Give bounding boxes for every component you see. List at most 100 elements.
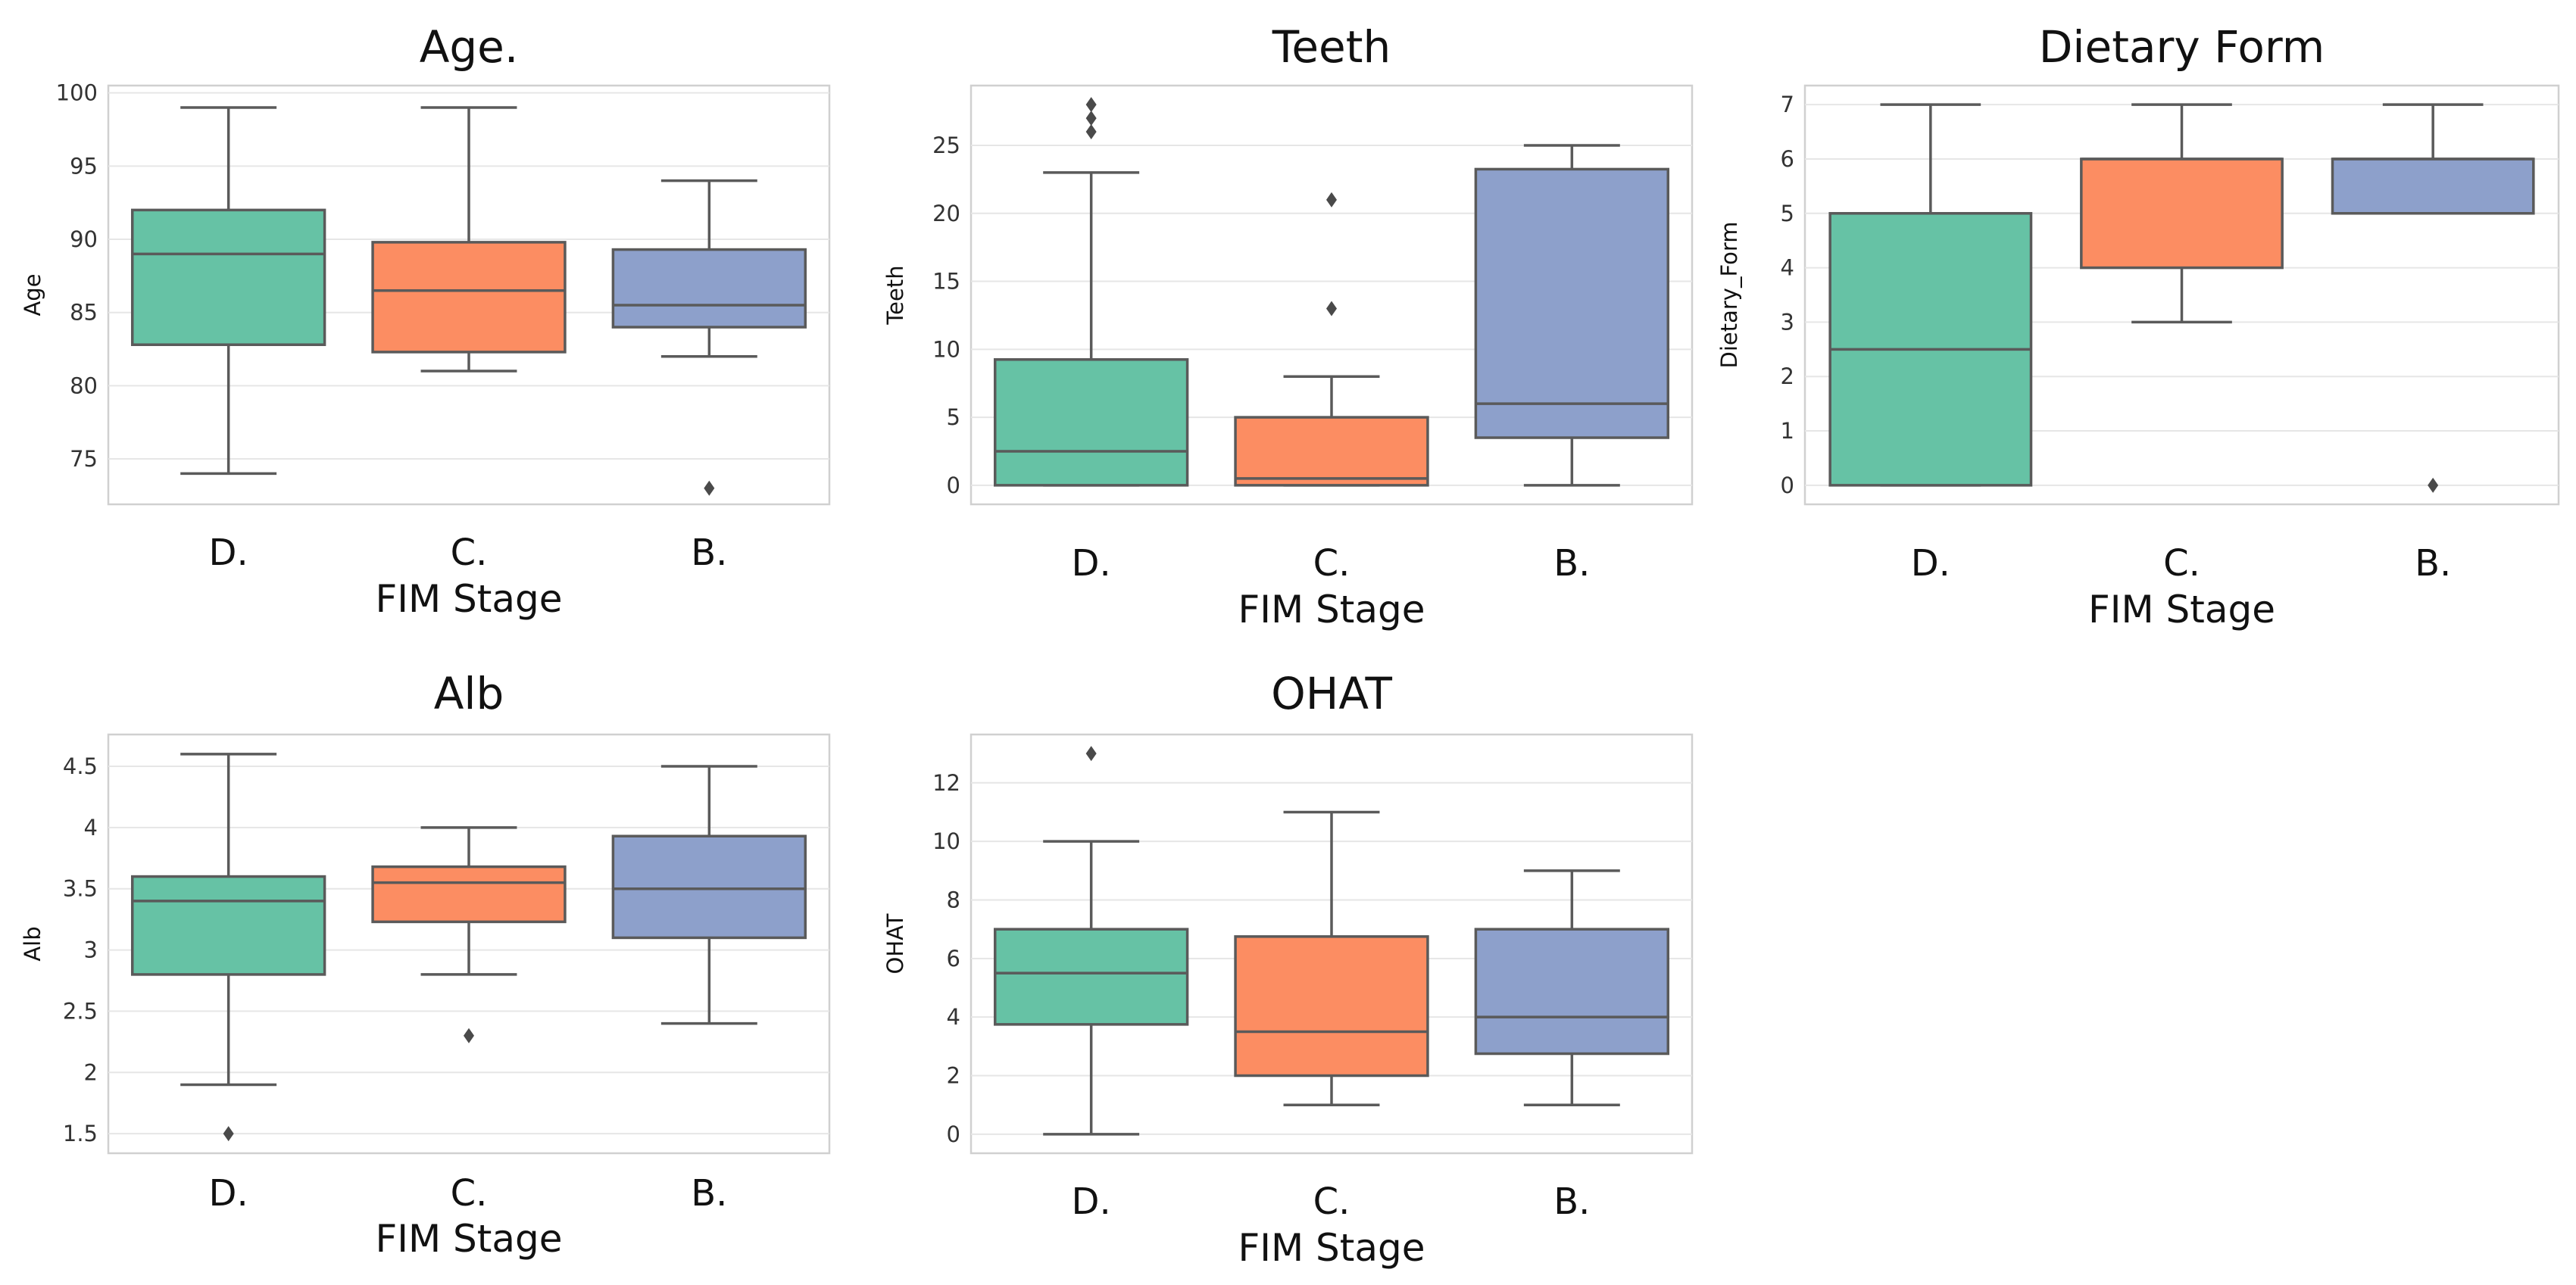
chart-panel-teeth: 0 5 10 15 20 25 D. C. B. Teeth FIM Stage Teeth: [882, 21, 1694, 632]
x-axis-label: FIM Stage: [1238, 1226, 1425, 1270]
chart-title: Teeth: [1272, 21, 1391, 73]
y-tick-label: 6: [947, 946, 960, 972]
iqr-box: [1234, 935, 1429, 1078]
outlier-point: [1085, 97, 1097, 113]
y-tick-label: 80: [70, 373, 98, 398]
x-category-label: D.: [1072, 542, 1111, 585]
chart-title: Age.: [420, 21, 519, 73]
iqr-box: [130, 875, 326, 976]
box-c: C.: [2080, 103, 2284, 585]
y-tick-label: 3.5: [63, 876, 98, 902]
outlier-point: [1085, 124, 1097, 140]
x-category-label: D.: [1072, 1181, 1111, 1223]
y-tick-label: 2: [84, 1059, 98, 1085]
box-d: D.: [993, 746, 1189, 1223]
y-tick-label: 3: [1781, 309, 1794, 335]
y-tick-label: 4: [1781, 255, 1794, 281]
x-category-label: B.: [691, 1172, 727, 1215]
x-category-label: D.: [209, 532, 248, 574]
x-category-label: C.: [1313, 1181, 1350, 1223]
iqr-box: [1474, 167, 1670, 439]
y-tick-label: 2: [947, 1063, 960, 1089]
x-axis-label: FIM Stage: [2088, 588, 2275, 632]
y-tick-label: 5: [947, 404, 960, 430]
outlier-point: [2428, 477, 2439, 493]
y-axis-label: Alb: [20, 926, 45, 961]
y-tick-label: 8: [947, 887, 960, 912]
iqr-box: [2080, 158, 2284, 270]
outlier-point: [464, 1028, 474, 1043]
box-c: C.: [371, 106, 567, 574]
y-tick-label: 7: [1781, 92, 1794, 117]
box-c: C.: [1234, 192, 1429, 585]
x-category-label: C.: [2163, 542, 2200, 585]
x-category-label: C.: [451, 532, 488, 574]
x-category-label: B.: [2415, 542, 2451, 585]
box-b: B.: [1474, 869, 1670, 1223]
chart-title: Alb: [434, 668, 504, 719]
chart-title: Dietary Form: [2039, 21, 2325, 73]
x-axis-label: FIM Stage: [375, 577, 562, 621]
x-category-label: C.: [1313, 542, 1350, 585]
y-tick-label: 5: [1781, 201, 1794, 226]
y-tick-label: 20: [932, 201, 960, 226]
y-tick-label: 4: [947, 1004, 960, 1030]
y-tick-label: 75: [70, 446, 98, 472]
chart-title: OHAT: [1271, 668, 1392, 719]
y-tick-label: 4: [84, 815, 98, 841]
y-axis-label: Age: [20, 273, 45, 316]
iqr-box: [130, 208, 326, 346]
y-tick-label: 95: [70, 153, 98, 179]
y-tick-label: 10: [932, 336, 960, 362]
box-c: C.: [371, 826, 567, 1215]
y-tick-label: 15: [932, 269, 960, 295]
iqr-box: [371, 241, 567, 354]
x-category-label: D.: [1911, 542, 1950, 585]
y-tick-label: 10: [932, 828, 960, 854]
box-b: B.: [611, 179, 807, 574]
chart-panel-dietary-form: 0 1 2 3 4 5 6 7 D. C. B. Dietary Form FIM Stage Dieta…: [1716, 21, 2560, 632]
y-tick-label: 100: [56, 80, 98, 106]
y-tick-label: 12: [932, 770, 960, 796]
y-tick-label: 6: [1781, 146, 1794, 172]
y-tick-label: 3: [84, 937, 98, 963]
iqr-box: [611, 834, 807, 940]
y-tick-label: 1.5: [63, 1121, 98, 1146]
x-category-label: B.: [1553, 1181, 1590, 1223]
box-d: D.: [130, 106, 326, 574]
iqr-box: [993, 358, 1189, 487]
x-category-label: D.: [209, 1172, 248, 1215]
box-c: C.: [1234, 810, 1429, 1223]
box-b: B.: [2331, 103, 2535, 585]
y-tick-label: 2.5: [63, 998, 98, 1024]
y-axis-label: Dietary_Form: [1716, 221, 1742, 368]
box-b: B.: [1474, 144, 1670, 585]
y-tick-label: 25: [932, 133, 960, 158]
outlier-point: [1085, 746, 1097, 762]
box-d: D.: [130, 753, 326, 1215]
y-tick-label: 4.5: [63, 753, 98, 779]
y-tick-label: 0: [947, 473, 960, 498]
chart-panel-ohat: 0 2 4 6 8 10 12 D. C. B. OHAT FIM Stage OHAT: [882, 668, 1694, 1270]
y-tick-label: 1: [1781, 418, 1794, 444]
box-b: B.: [611, 765, 807, 1215]
iqr-box: [371, 865, 567, 924]
box-d: D.: [1828, 103, 2033, 585]
x-category-label: B.: [1553, 542, 1590, 585]
outlier-point: [1326, 192, 1337, 207]
x-axis-label: FIM Stage: [1238, 588, 1425, 632]
x-category-label: C.: [451, 1172, 488, 1215]
outlier-point: [1085, 111, 1097, 126]
y-tick-label: 0: [1781, 473, 1794, 498]
box-d: D.: [993, 97, 1189, 585]
iqr-box: [1474, 928, 1670, 1056]
outlier-point: [704, 480, 715, 496]
y-tick-label: 90: [70, 226, 98, 252]
chart-panel-alb: 1.5 2 2.5 3 3.5 4 4.5 D. C. B. Alb FIM Stage Alb: [20, 668, 831, 1261]
y-axis-label: Teeth: [882, 265, 908, 325]
outlier-point: [1326, 301, 1337, 317]
iqr-box: [2331, 158, 2535, 215]
chart-panel-age: 75 80 85 90 95 100 D. C. B. Age. FIM Stage Age: [20, 21, 831, 621]
iqr-box: [1234, 416, 1429, 487]
